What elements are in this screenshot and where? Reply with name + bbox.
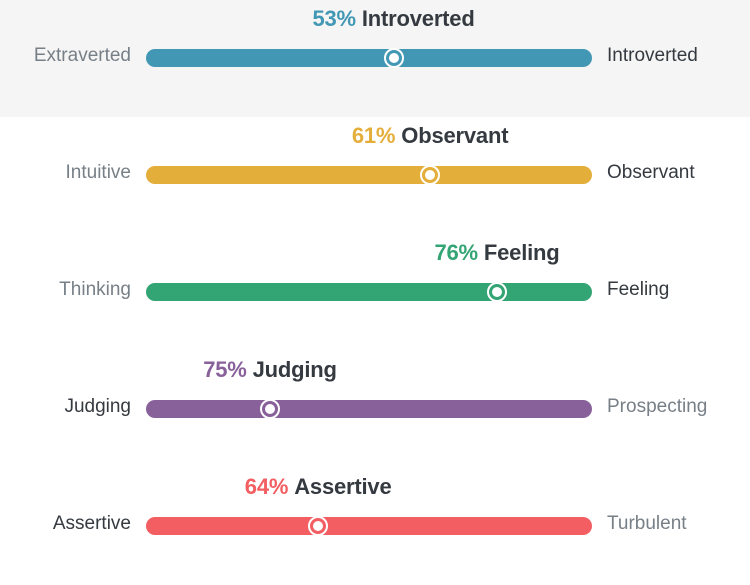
- trait-row-identity: 64% Assertive Assertive Turbulent: [0, 468, 750, 585]
- trait-name: Assertive: [294, 474, 392, 499]
- slider-knob[interactable]: [487, 282, 507, 302]
- left-pole-label: Thinking: [59, 279, 131, 300]
- trait-row-tactics: 75% Judging Judging Prospecting: [0, 351, 750, 468]
- trait-percent: 76%: [434, 240, 478, 265]
- right-pole-label: Prospecting: [607, 396, 708, 417]
- trait-slider-track[interactable]: [146, 399, 592, 419]
- right-pole-label: Turbulent: [607, 513, 687, 534]
- trait-slider-track[interactable]: [146, 48, 592, 68]
- trait-row-mind: 61% Observant Intuitive Observant: [0, 117, 750, 234]
- trait-percent: 75%: [203, 357, 247, 382]
- left-pole-label: Extraverted: [33, 45, 131, 66]
- trait-name: Observant: [401, 123, 509, 148]
- trait-row-nature: 76% Feeling Thinking Feeling: [0, 234, 750, 351]
- right-pole-label: Feeling: [607, 279, 670, 300]
- trait-title: 61% Observant: [351, 123, 509, 149]
- left-pole-label: Intuitive: [65, 162, 131, 183]
- slider-knob[interactable]: [259, 399, 280, 419]
- left-pole-label: Judging: [64, 396, 131, 417]
- trait-title: 76% Feeling: [434, 240, 559, 266]
- slider-knob[interactable]: [420, 165, 441, 185]
- trait-title: 53% Introverted: [312, 6, 474, 32]
- trait-title: 64% Assertive: [245, 474, 392, 500]
- slider-knob[interactable]: [383, 48, 404, 68]
- trait-percent: 53%: [312, 6, 356, 31]
- trait-percent: 61%: [351, 123, 396, 148]
- trait-slider-track[interactable]: [146, 282, 592, 302]
- trait-slider-track[interactable]: [146, 165, 592, 185]
- trait-percent: 64%: [244, 474, 289, 499]
- left-pole-label: Assertive: [52, 513, 131, 534]
- trait-slider-track[interactable]: [146, 516, 592, 536]
- right-pole-label: Introverted: [607, 45, 698, 66]
- trait-name: Introverted: [361, 6, 475, 31]
- right-pole-label: Observant: [607, 162, 695, 183]
- trait-name: Feeling: [483, 240, 560, 265]
- slider-knob[interactable]: [308, 516, 329, 536]
- trait-title: 75% Judging: [203, 357, 337, 383]
- trait-row-energy: 53% Introverted Extraverted Introverted: [0, 0, 750, 117]
- trait-name: Judging: [252, 357, 337, 382]
